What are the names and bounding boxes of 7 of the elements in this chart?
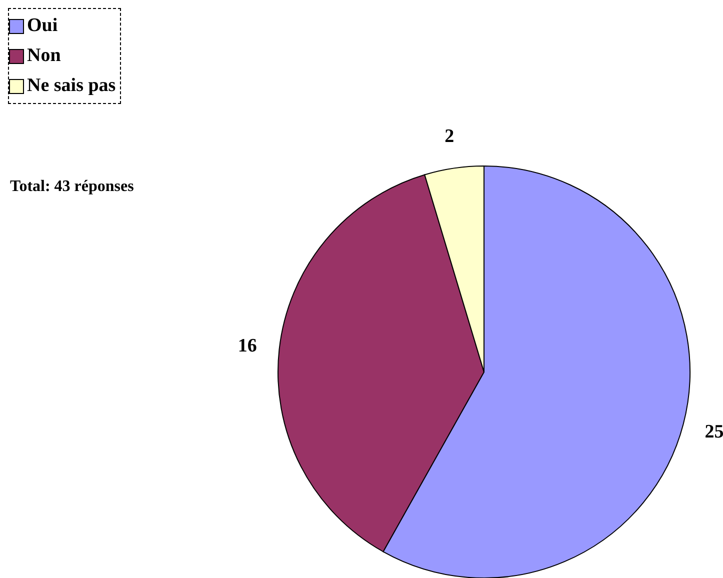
legend-label: Non [27, 45, 61, 67]
legend-label: Ne sais pas [27, 75, 116, 97]
data-label: 16 [238, 335, 257, 356]
data-label: 25 [704, 422, 723, 443]
text: Total: 43 réponses [10, 178, 134, 196]
legend-label: Oui [27, 15, 58, 37]
data-label: 2 [444, 126, 454, 148]
